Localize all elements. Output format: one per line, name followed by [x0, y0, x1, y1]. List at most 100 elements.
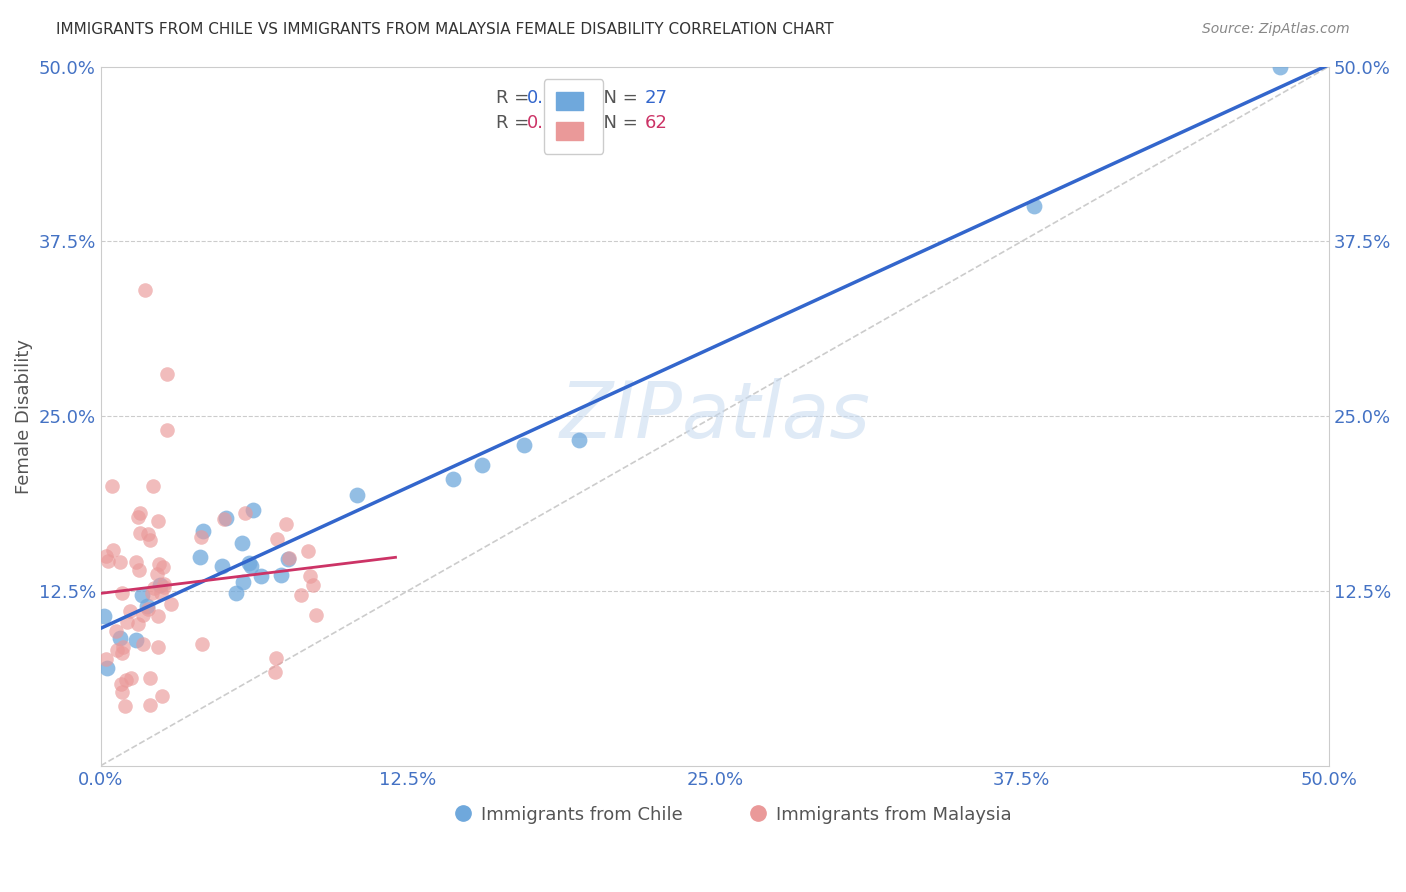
Point [441, 473, 464, 487]
Point [97, 554, 120, 568]
Text: R =: R = [496, 114, 536, 132]
Text: Immigrants from Chile: Immigrants from Chile [481, 806, 683, 824]
Text: 62: 62 [645, 114, 668, 132]
Point [191, 637, 214, 651]
Point [568, 433, 591, 447]
Point [238, 556, 260, 570]
Point [120, 604, 142, 618]
Point [190, 530, 212, 544]
Legend: , : , [544, 79, 603, 154]
Point [150, 585, 173, 599]
Point [141, 479, 163, 493]
Point [110, 677, 132, 691]
Point [115, 673, 138, 688]
Point [101, 543, 124, 558]
Point [242, 503, 264, 517]
Point [513, 438, 536, 452]
Point [120, 671, 142, 685]
Text: 0.804: 0.804 [527, 89, 578, 107]
Text: N =: N = [592, 114, 644, 132]
Point [297, 544, 319, 558]
Point [93, 608, 115, 623]
Point [277, 551, 299, 566]
Point [128, 525, 150, 540]
Point [110, 631, 132, 645]
Point [94, 549, 117, 563]
Point [153, 576, 176, 591]
Point [136, 527, 159, 541]
Point [139, 698, 162, 712]
Point [111, 640, 134, 654]
Text: Immigrants from Malaysia: Immigrants from Malaysia [776, 806, 1012, 824]
Point [266, 532, 288, 546]
Point [149, 578, 172, 592]
Point [1268, 60, 1291, 74]
Point [132, 637, 155, 651]
Point [111, 685, 134, 699]
Point [152, 559, 174, 574]
Point [145, 566, 167, 581]
Point [138, 533, 160, 547]
Point [146, 640, 169, 655]
Point [148, 609, 170, 624]
Point [115, 615, 138, 630]
Point [301, 577, 323, 591]
Point [156, 423, 179, 437]
Point [160, 597, 183, 611]
Point [141, 585, 163, 599]
Point [132, 608, 155, 623]
Point [100, 478, 122, 492]
Text: 27: 27 [645, 89, 668, 107]
Point [153, 580, 176, 594]
Text: R =: R = [496, 89, 536, 107]
Point [266, 651, 288, 665]
Point [134, 283, 156, 297]
Point [111, 646, 134, 660]
Point [215, 511, 238, 525]
Point [298, 569, 321, 583]
Text: IMMIGRANTS FROM CHILE VS IMMIGRANTS FROM MALAYSIA FEMALE DISABILITY CORRELATION : IMMIGRANTS FROM CHILE VS IMMIGRANTS FROM… [56, 22, 834, 37]
Point [346, 488, 368, 502]
Point [125, 555, 148, 569]
Point [188, 549, 211, 564]
Point [225, 586, 247, 600]
Text: N =: N = [592, 89, 644, 107]
Point [136, 602, 159, 616]
Point [1022, 199, 1045, 213]
Point [114, 699, 136, 714]
Y-axis label: Female Disability: Female Disability [15, 339, 32, 493]
Point [131, 588, 153, 602]
Text: ZIPatlas: ZIPatlas [560, 378, 870, 454]
Text: 0.356: 0.356 [527, 114, 578, 132]
Point [250, 569, 273, 583]
Text: Source: ZipAtlas.com: Source: ZipAtlas.com [1202, 22, 1350, 37]
Point [263, 665, 285, 679]
Point [212, 512, 235, 526]
Point [232, 574, 254, 589]
Point [94, 652, 117, 666]
Point [110, 555, 132, 569]
Point [104, 624, 127, 638]
Point [148, 514, 170, 528]
Point [231, 536, 253, 550]
Point [150, 689, 173, 703]
Point [129, 506, 152, 520]
Point [111, 585, 134, 599]
Point [156, 367, 179, 381]
Point [290, 588, 312, 602]
Point [135, 599, 157, 613]
Point [471, 458, 494, 473]
Point [139, 671, 162, 685]
Point [211, 559, 233, 574]
Point [191, 524, 214, 538]
Point [143, 581, 166, 595]
Point [105, 642, 128, 657]
Point [270, 568, 292, 582]
Point [148, 557, 170, 571]
Point [274, 516, 297, 531]
Point [127, 509, 149, 524]
Point [305, 607, 328, 622]
Point [96, 661, 118, 675]
Point [239, 558, 262, 573]
Point [127, 617, 149, 632]
